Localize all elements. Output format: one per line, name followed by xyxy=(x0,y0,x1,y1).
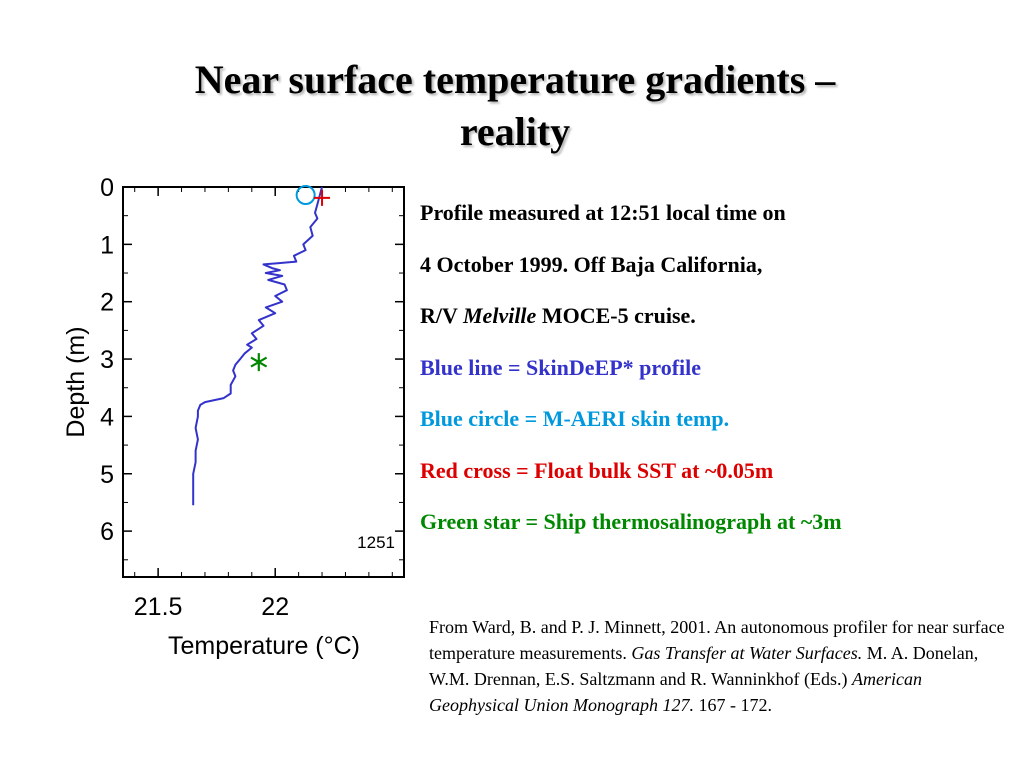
y-tick-label: 0 xyxy=(100,174,114,202)
citation-series: American Geophysical Union Monograph 127… xyxy=(429,669,922,715)
y-tick-label: 4 xyxy=(100,403,114,431)
thermosalinograph-star-marker xyxy=(250,353,268,372)
x-tick-label: 22 xyxy=(261,593,289,621)
legend-blue-line: Blue line = SkinDeEP* profile xyxy=(420,354,702,380)
citation-book-title: Gas Transfer at Water Surfaces. xyxy=(631,643,863,663)
info-line-3-start: R/V xyxy=(420,303,463,328)
info-line-3: R/V Melville MOCE-5 cruise. xyxy=(420,299,1020,351)
y-tick-label: 6 xyxy=(100,518,114,546)
y-tick-label: 5 xyxy=(100,461,114,489)
ship-name: Melville xyxy=(463,303,537,328)
y-tick-label: 3 xyxy=(100,346,114,374)
citation-part-2: M. A. Donelan, W.M. Drennan, E.S. Saltzm… xyxy=(429,643,979,689)
info-line-3-end: MOCE-5 cruise. xyxy=(536,303,696,328)
y-axis-label: Depth (m) xyxy=(62,326,90,437)
y-tick-label: 1 xyxy=(100,231,114,259)
citation: From Ward, B. and P. J. Minnett, 2001. A… xyxy=(429,614,1009,718)
info-line-1: Profile measured at 12:51 local time on xyxy=(420,200,786,225)
x-tick-label: 21.5 xyxy=(134,593,183,621)
plot-annotation: 1251 xyxy=(357,533,395,552)
plot-frame xyxy=(122,186,405,578)
profile-info: Profile measured at 12:51 local time on … xyxy=(420,196,1020,557)
citation-part-3: 167 - 172. xyxy=(693,695,772,715)
y-tick-label: 2 xyxy=(100,289,114,317)
skindeep-profile-line xyxy=(192,186,323,506)
slide-title-line-2: reality xyxy=(459,109,571,154)
slide-title-line-1: Near surface temperature gradients – xyxy=(194,57,836,102)
skin-temp-circle-marker xyxy=(295,185,316,205)
info-line-2: 4 October 1999. Off Baja California, xyxy=(420,251,763,277)
citation-part-1: From Ward, B. and P. J. Minnett, 2001. A… xyxy=(429,617,1005,663)
legend-green-star: Green star = Ship thermosalinograph at ~… xyxy=(420,509,842,534)
legend-blue-circle: Blue circle = M-AERI skin temp. xyxy=(420,406,730,431)
legend-red-cross: Red cross = Float bulk SST at ~0.05m xyxy=(420,457,774,483)
x-axis-label: Temperature (°C) xyxy=(168,632,360,660)
slide-title: Near surface temperature gradients – rea… xyxy=(100,54,930,158)
